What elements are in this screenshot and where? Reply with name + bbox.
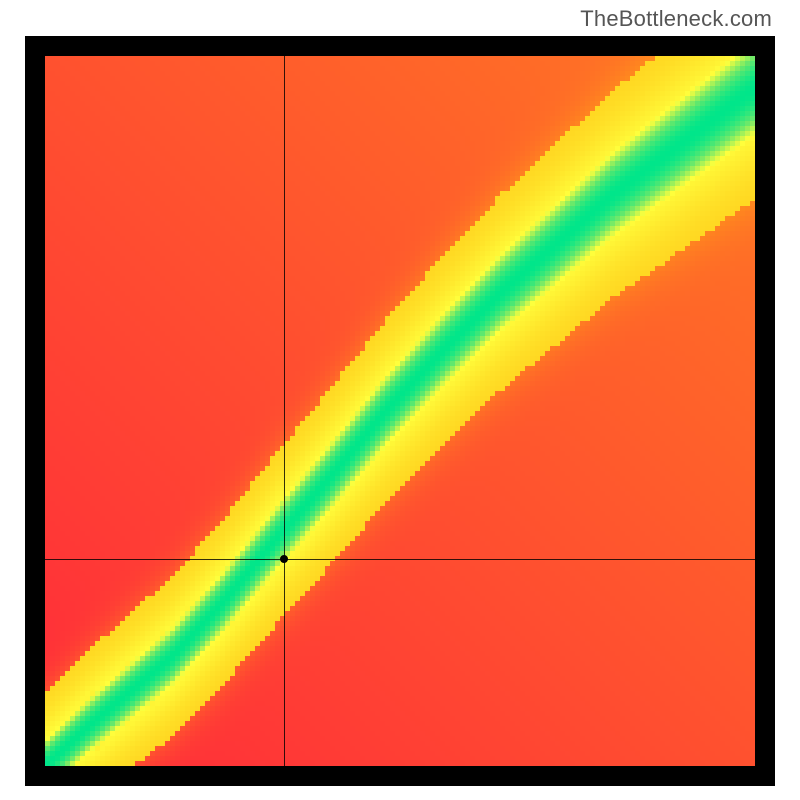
crosshair-horizontal <box>45 559 755 560</box>
attribution-text: TheBottleneck.com <box>580 6 772 32</box>
crosshair-vertical <box>284 56 285 766</box>
heatmap-container: TheBottleneck.com <box>0 0 800 800</box>
chart-frame <box>25 36 775 786</box>
data-point-marker <box>280 555 288 563</box>
heatmap-canvas <box>45 56 755 766</box>
